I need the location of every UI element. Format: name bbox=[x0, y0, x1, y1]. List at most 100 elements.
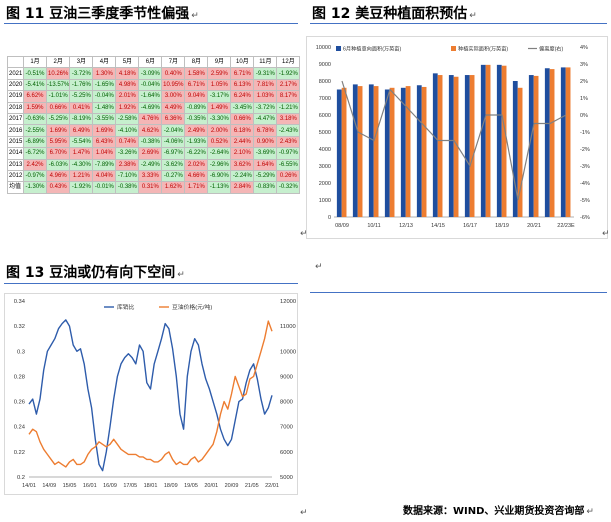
y-tick-label: 0.26 bbox=[14, 400, 25, 406]
y2-tick-label: 9000 bbox=[280, 374, 293, 380]
y2-tick-label: 6000 bbox=[280, 450, 293, 456]
table-cell: 4.62% bbox=[138, 124, 163, 137]
table-cell: -13.57% bbox=[45, 78, 71, 92]
table-cell: 6.43% bbox=[92, 135, 117, 149]
table-cell: -0.89% bbox=[184, 101, 209, 114]
table-cell: -3.72% bbox=[253, 101, 278, 114]
table-cell: 2.49% bbox=[184, 124, 209, 137]
table-cell: -2.64% bbox=[207, 147, 232, 160]
table-cell: -7.10% bbox=[115, 169, 140, 183]
table-cell: 0.90% bbox=[253, 135, 278, 149]
table-cell: -2.96% bbox=[207, 158, 232, 171]
table-cell: -0.35% bbox=[184, 112, 209, 126]
table-cell: 3.18% bbox=[276, 112, 301, 126]
table-cell: 6.71% bbox=[184, 78, 209, 92]
table-cell: -2.24% bbox=[230, 169, 255, 183]
table-cell: -1.93% bbox=[184, 135, 209, 149]
column-header: 8月 bbox=[184, 55, 209, 69]
legend-label: 种植实际面积(万英亩) bbox=[458, 45, 508, 53]
bar-intended-11/12 bbox=[384, 89, 390, 217]
soyoil-chart: 0.34 0.32 0.3 0.28 0.26 0.24 0.22 0.2 12000 11000… bbox=[4, 293, 298, 495]
x-tick-label: 19/05 bbox=[184, 483, 198, 489]
table-cell: -0.97% bbox=[276, 147, 301, 160]
y-tick-label: 4000 bbox=[319, 147, 331, 153]
x-tick-label: 08/09 bbox=[335, 223, 349, 229]
table-cell: -4.06% bbox=[161, 135, 186, 149]
table-cell: -0.83% bbox=[253, 181, 278, 194]
table-row: 2013 2.42% -6.03% -4.30% -7.89% 2.38% -2.49% -3… bbox=[7, 158, 301, 171]
column-header: 10月 bbox=[230, 55, 255, 69]
table-cell: 1.04% bbox=[92, 147, 117, 160]
legend-swatch bbox=[336, 46, 341, 51]
table-cell: -5.29% bbox=[253, 169, 278, 183]
column-header: 3月 bbox=[69, 55, 94, 69]
x-tick-label: 16/01 bbox=[83, 483, 97, 489]
table-cell: -3.69% bbox=[253, 147, 278, 160]
table-cell: -0.04% bbox=[138, 78, 163, 92]
table-cell: 0.66% bbox=[45, 101, 71, 114]
stock-to-sales-line bbox=[28, 319, 273, 472]
table-cell: -6.72% bbox=[23, 147, 47, 160]
column-header bbox=[7, 55, 24, 69]
chart-frame bbox=[4, 293, 298, 495]
column-header: 1月 bbox=[23, 55, 47, 69]
table-cell: -1.13% bbox=[207, 181, 232, 194]
x-tick-label: 22/01 bbox=[265, 483, 279, 489]
table-cell: -0.32% bbox=[276, 181, 301, 194]
table-cell: -1.65% bbox=[92, 78, 117, 92]
bar-actual-15/16 bbox=[453, 76, 459, 217]
paragraph-mark-icon: ↵ bbox=[602, 229, 610, 239]
x-tick-label: 12/13 bbox=[399, 223, 413, 229]
table-cell: 1.49% bbox=[207, 101, 232, 114]
y2-tick-label: -3% bbox=[580, 164, 590, 170]
table-cell: 2.17% bbox=[276, 78, 301, 92]
y-tick-label: 1000 bbox=[319, 198, 331, 204]
table-cell: 1.47% bbox=[69, 147, 94, 160]
table-cell: -1.21% bbox=[276, 101, 301, 114]
table-cell: 1.69% bbox=[92, 124, 117, 137]
y2-tick-label: -2% bbox=[580, 147, 590, 153]
table-cell: 2.01% bbox=[115, 90, 140, 103]
y2-tick-label: 8000 bbox=[280, 400, 293, 406]
x-tick-label: 22/23E bbox=[557, 223, 575, 229]
bar-actual-08/09 bbox=[341, 87, 347, 217]
data-source-note: 数据来源：WIND、兴业期货投资咨询部 ↵ bbox=[403, 506, 594, 517]
table-row: 2016 -2.55% 1.69% 6.49% 1.69% -4.10% 4.62% -2.0… bbox=[7, 124, 301, 137]
y2-tick-label: 11000 bbox=[280, 324, 296, 330]
bar-actual-21/22 bbox=[549, 69, 555, 217]
table-row: 2014 -6.72% 6.70% 1.47% 1.04% -3.26% 2.69% -6.9… bbox=[7, 147, 301, 160]
table-cell: 2.38% bbox=[115, 158, 140, 171]
table-cell: 0.31% bbox=[138, 181, 163, 194]
bar-intended-15/16 bbox=[448, 75, 454, 217]
y2-tick-label: -4% bbox=[580, 181, 590, 187]
table-cell: -2.55% bbox=[23, 124, 47, 137]
bar-actual-20/21 bbox=[533, 75, 539, 218]
x-tick-label: 18/09 bbox=[164, 483, 178, 489]
y-tick-label: 3000 bbox=[319, 164, 331, 170]
table-cell: 1.58% bbox=[184, 67, 209, 80]
y2-tick-label: 12000 bbox=[280, 299, 296, 305]
legend-swatch bbox=[451, 46, 456, 51]
table-cell: 6.78% bbox=[253, 124, 278, 137]
row-label: 2014 bbox=[7, 147, 24, 160]
table-cell: -3.17% bbox=[207, 90, 232, 103]
table-cell: -1.01% bbox=[45, 90, 71, 103]
bar-intended-12/13 bbox=[400, 87, 406, 217]
y-tick-label: 0.24 bbox=[14, 425, 26, 431]
bar-intended-16/17 bbox=[464, 75, 470, 217]
x-tick-label: 16/09 bbox=[103, 483, 117, 489]
y-tick-label: 0.22 bbox=[14, 450, 25, 456]
table-cell: 3.62% bbox=[230, 158, 255, 171]
column-header: 4月 bbox=[92, 55, 117, 69]
table-cell: 4.66% bbox=[184, 169, 209, 183]
row-label: 均值 bbox=[7, 181, 24, 194]
table-cell: 1.30% bbox=[92, 67, 117, 80]
table-cell: 4.98% bbox=[115, 78, 140, 92]
table-cell: -4.10% bbox=[115, 124, 140, 137]
table-cell: 0.66% bbox=[230, 112, 255, 126]
bar-actual-09/10 bbox=[357, 86, 363, 217]
row-label: 2016 bbox=[7, 124, 24, 137]
legend-label: 偏离度(右) bbox=[539, 45, 563, 53]
y-tick-label: 2000 bbox=[319, 181, 331, 187]
table-cell: -0.97% bbox=[23, 169, 47, 183]
